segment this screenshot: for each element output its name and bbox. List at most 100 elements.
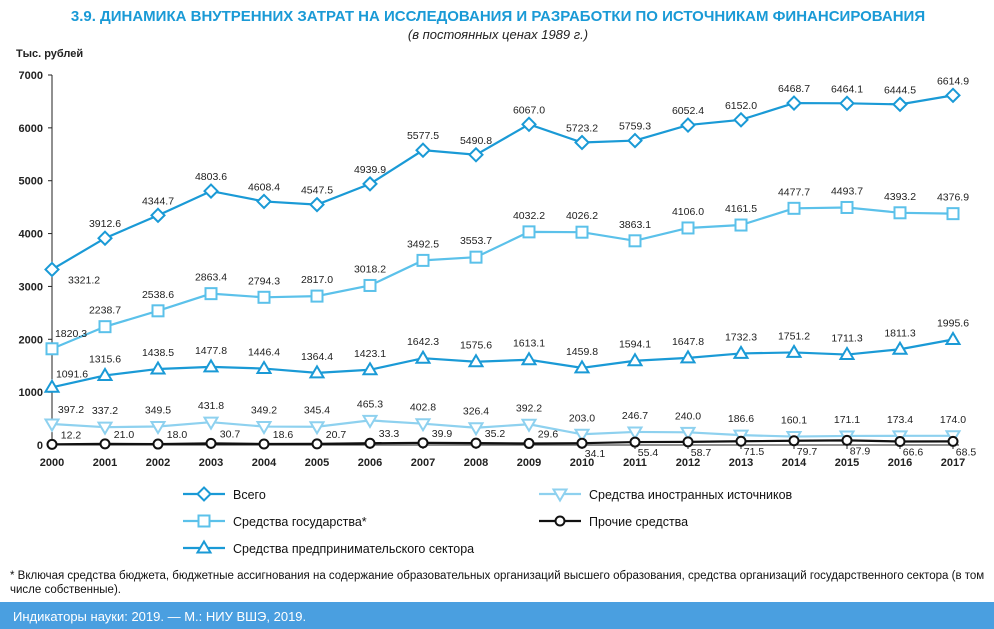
data-point (520, 418, 538, 433)
data-label: 1613.1 (513, 338, 545, 350)
data-point (202, 416, 220, 431)
data-point (255, 421, 273, 436)
data-point (202, 358, 220, 373)
legend-label: Средства государства* (233, 515, 367, 529)
data-label: 3321.2 (68, 274, 100, 286)
legend: Всего Средства иностранных источников Сред… (183, 486, 793, 556)
series-5: 12.2 21.0 18.0 30.7 18.6 20.7 33.3 39.9 35.2 29.6… (46, 428, 977, 460)
x-tick-label: 2009 (517, 457, 541, 469)
y-tick-label: 2000 (19, 334, 43, 346)
chart: 3.9. ДИНАМИКА ВНУТРЕННИХ ЗАТРАТ НА ИССЛЕ… (16, 8, 977, 556)
series-line (51, 439, 954, 446)
legend-label: Средства предпринимательского сектора (233, 542, 474, 556)
x-tick-label: 2004 (252, 457, 277, 469)
y-axis-label: Тыс. рублей (16, 48, 83, 60)
data-point (467, 422, 485, 437)
legend-item: Средства предпринимательского сектора (183, 539, 474, 556)
x-tick-label: 2013 (729, 457, 753, 469)
data-label: 397.2 (58, 404, 84, 416)
data-point (892, 96, 908, 113)
data-label: 392.2 (516, 402, 542, 414)
data-point (44, 261, 60, 278)
data-label: 3863.1 (619, 219, 651, 231)
footnote: * Включая средства бюджета, бюджетные ас… (10, 570, 985, 596)
data-label: 171.1 (834, 414, 860, 426)
data-label: 1647.8 (672, 336, 704, 348)
data-point (944, 331, 962, 346)
data-label: 18.6 (273, 429, 294, 441)
data-point (628, 234, 642, 248)
data-label: 337.2 (92, 405, 118, 417)
source-text: Индикаторы науки: 2019. — М.: НИУ ВШЭ, 2… (13, 609, 307, 624)
data-point (43, 418, 61, 433)
data-point (149, 360, 167, 375)
data-label: 6052.4 (672, 105, 704, 117)
data-point (467, 353, 485, 368)
data-point (521, 116, 537, 133)
data-label: 203.0 (569, 412, 595, 424)
legend-item: Прочие средства (539, 515, 688, 529)
data-point (98, 320, 112, 334)
data-label: 30.7 (220, 428, 241, 440)
x-tick-label: 2002 (146, 457, 170, 469)
data-point (576, 437, 588, 449)
data-label: 4547.5 (301, 185, 333, 197)
data-label: 186.6 (728, 413, 754, 425)
data-point (520, 351, 538, 366)
data-point (838, 346, 856, 361)
data-point (361, 414, 379, 429)
data-label: 58.7 (691, 447, 712, 459)
data-label: 4393.2 (884, 191, 916, 203)
data-label: 5759.3 (619, 121, 651, 133)
data-label: 5577.5 (407, 130, 439, 142)
data-label: 1423.1 (354, 348, 386, 360)
data-label: 173.4 (887, 414, 913, 426)
data-point (626, 426, 644, 441)
data-point (468, 146, 484, 163)
data-point (43, 378, 61, 393)
series-line (51, 94, 954, 271)
data-point (734, 218, 748, 232)
data-point (629, 436, 641, 448)
data-label: 4026.2 (566, 210, 598, 222)
data-point (96, 421, 114, 436)
data-point (308, 421, 326, 436)
y-tick-label: 0 (37, 440, 43, 452)
data-point (416, 253, 430, 267)
data-label: 1477.8 (195, 345, 227, 357)
data-label: 1364.4 (301, 351, 333, 363)
data-label: 1711.3 (831, 333, 862, 345)
series-line (51, 338, 954, 389)
data-label: 71.5 (744, 446, 765, 458)
data-label: 1995.6 (937, 318, 969, 330)
data-point (626, 352, 644, 367)
data-point (522, 225, 536, 239)
legend-item: Средства государства* (183, 514, 367, 529)
x-tick-label: 2008 (464, 457, 488, 469)
x-tick-label: 2014 (782, 457, 807, 469)
data-label: 1642.3 (407, 336, 439, 348)
legend-label: Прочие средства (589, 515, 688, 529)
data-label: 5490.8 (460, 135, 492, 147)
data-label: 3492.5 (407, 238, 439, 250)
y-tick-label: 3000 (19, 281, 43, 293)
chart-subtitle: (в постоянных ценах 1989 г.) (408, 27, 588, 42)
data-label: 1732.3 (725, 331, 757, 343)
data-point (96, 366, 114, 381)
legend-marker (554, 515, 566, 527)
data-label: 160.1 (781, 415, 807, 427)
data-label: 66.6 (903, 446, 924, 458)
data-label: 1438.5 (142, 347, 174, 359)
data-point (840, 200, 854, 214)
data-point (573, 359, 591, 374)
data-point (574, 134, 590, 151)
data-label: 1575.6 (460, 340, 492, 352)
data-label: 6152.0 (725, 100, 757, 112)
data-point (732, 344, 750, 359)
chart-title: 3.9. ДИНАМИКА ВНУТРЕННИХ ЗАТРАТ НА ИССЛЕ… (71, 8, 925, 25)
data-label: 1315.6 (89, 353, 121, 365)
data-label: 431.8 (198, 400, 224, 412)
data-point (893, 206, 907, 220)
data-label: 68.5 (956, 446, 977, 458)
